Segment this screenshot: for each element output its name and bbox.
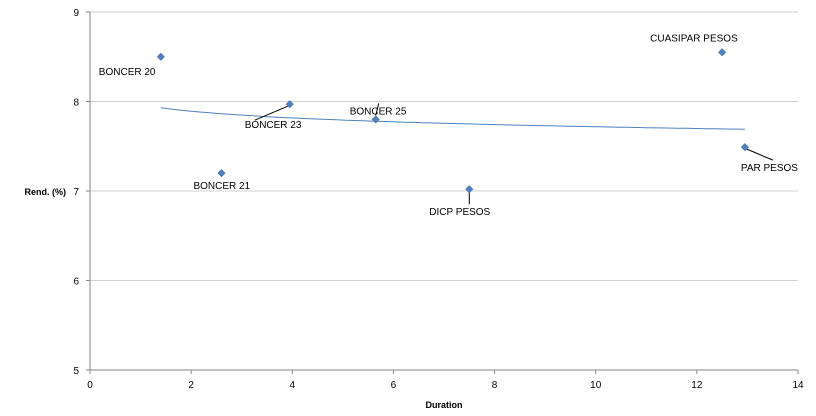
y-tick-label: 7	[73, 187, 79, 198]
data-point	[371, 115, 380, 124]
data-points	[156, 48, 750, 194]
x-tick-label: 8	[492, 380, 498, 391]
data-point	[465, 185, 474, 194]
data-point	[285, 100, 294, 109]
y-tick-label: 5	[73, 366, 79, 377]
gridlines	[90, 11, 798, 281]
point-label: BONCER 20	[99, 67, 156, 78]
trendline	[160, 107, 745, 130]
x-tick-label: 2	[188, 380, 194, 391]
x-tick-label: 6	[391, 380, 397, 391]
x-tick-label: 14	[792, 380, 804, 391]
point-label: BONCER 23	[245, 120, 302, 131]
label-leader-lines	[254, 103, 774, 205]
x-tick-label: 0	[87, 380, 93, 391]
point-label: CUASIPAR PESOS	[650, 33, 738, 44]
point-label: BONCER 25	[350, 106, 407, 117]
tick-labels: 5 6 7 8 9 0 2 4 6 8 10 12 14	[73, 8, 804, 391]
y-tick-label: 8	[73, 98, 79, 109]
data-point	[740, 142, 750, 152]
y-tick-label: 9	[73, 8, 79, 19]
x-tick-label: 10	[590, 380, 602, 391]
point-label: PAR PESOS	[741, 163, 798, 174]
y-axis-title: Rend. (%)	[25, 187, 67, 197]
x-axis-title: Duration	[426, 400, 463, 410]
data-point	[156, 52, 165, 61]
x-tick-label: 12	[691, 380, 703, 391]
label-leader-line	[375, 103, 380, 116]
point-labels: BONCER 20 BONCER 21 BONCER 23 BONCER 25 DICP…	[99, 33, 798, 218]
x-tick-label: 4	[290, 380, 296, 391]
point-label: BONCER 21	[193, 181, 250, 192]
point-label: DICP PESOS	[429, 207, 490, 218]
label-leader-line	[746, 148, 774, 161]
data-point	[217, 168, 226, 178]
data-point	[717, 48, 727, 57]
axes	[86, 11, 799, 374]
label-leader-line	[254, 105, 288, 121]
y-tick-label: 6	[73, 277, 79, 288]
